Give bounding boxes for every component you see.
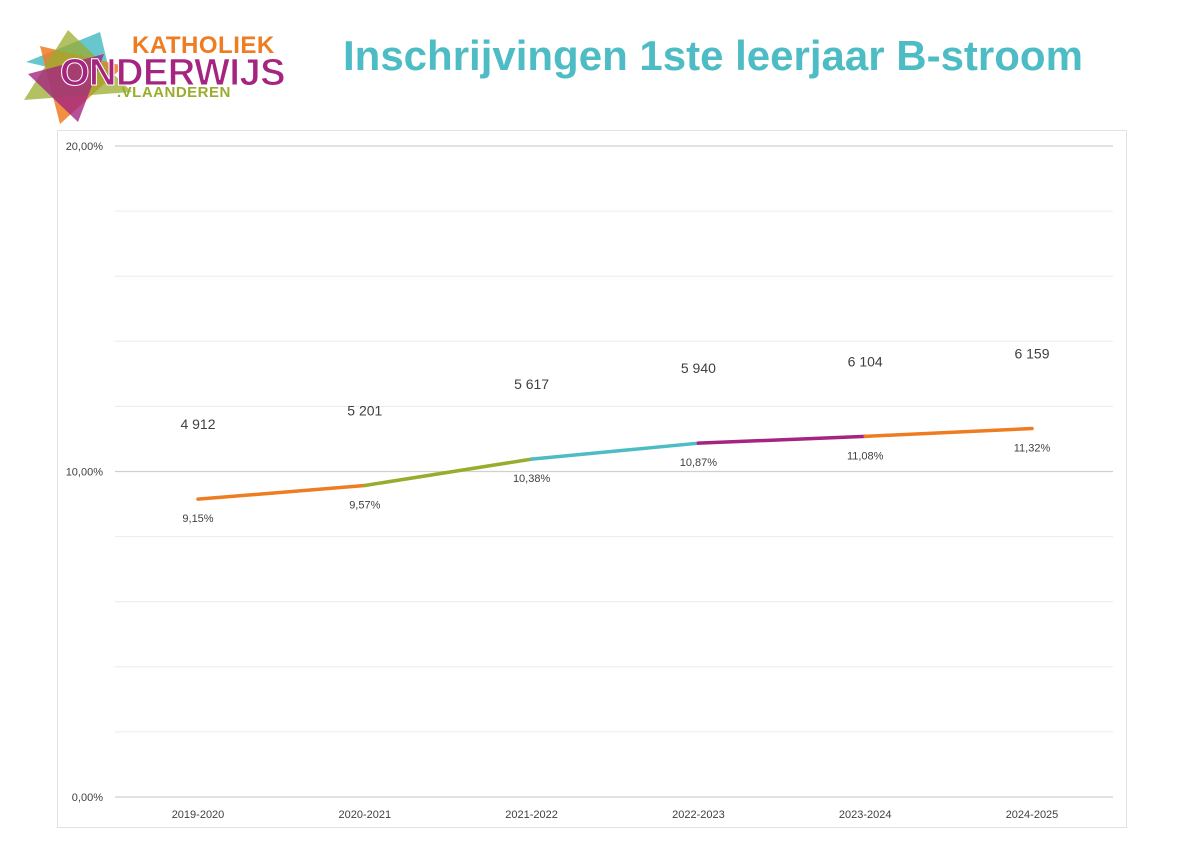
y-tick-label: 10,00%: [66, 467, 104, 479]
data-value-label: 10,87%: [680, 457, 718, 469]
line-segment: [696, 434, 867, 445]
line-chart: 0,00% 10,00% 20,00% 2019-2020 2020-2021 2021-…: [66, 141, 1113, 821]
logo: KATHOLIEK ONDERWIJS .VLAANDEREN: [20, 26, 290, 130]
line-segment: [363, 457, 534, 488]
count-label: 5 940: [681, 360, 716, 376]
x-tick-label: 2023-2024: [839, 809, 892, 821]
count-label: 4 912: [180, 416, 215, 432]
logo-top-text: KATHOLIEK: [132, 32, 275, 59]
data-value-label: 11,08%: [847, 450, 884, 462]
logo-star-icon: [24, 30, 132, 124]
count-label: 6 104: [848, 353, 883, 369]
page-title: Inschrijvingen 1ste leerjaar B-stroom: [343, 32, 1083, 79]
x-tick-label: 2024-2025: [1006, 809, 1059, 821]
line-segment: [196, 483, 367, 501]
count-label: 6 159: [1014, 346, 1049, 362]
x-tick-label: 2022-2023: [672, 809, 725, 821]
logo-main-text: ONDERWIJS: [60, 52, 286, 95]
x-tick-label: 2019-2020: [172, 809, 225, 821]
chart-frame: 0,00% 10,00% 20,00% 2019-2020 2020-2021 2021-…: [57, 130, 1127, 828]
y-tick-label: 0,00%: [72, 792, 103, 804]
line-segment: [529, 441, 701, 461]
y-tick-label: 20,00%: [66, 141, 104, 153]
data-value-label: 9,15%: [182, 513, 213, 525]
x-tick-label: 2020-2021: [338, 809, 391, 821]
x-tick-label: 2021-2022: [505, 809, 558, 821]
logo-sub-text: .VLAANDEREN: [117, 84, 231, 101]
data-value-label: 11,32%: [1014, 443, 1051, 455]
count-label: 5 617: [514, 376, 549, 392]
line-segment: [863, 426, 1034, 439]
data-value-label: 9,57%: [349, 499, 380, 511]
count-label: 5 201: [347, 402, 382, 418]
data-value-label: 10,38%: [513, 473, 551, 485]
